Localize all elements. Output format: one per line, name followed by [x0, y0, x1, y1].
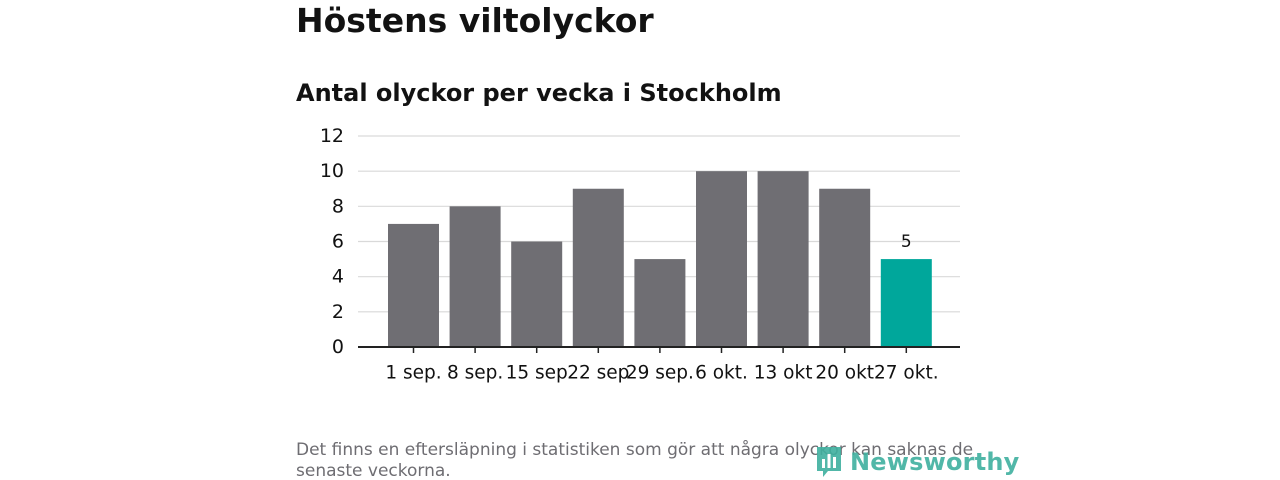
x-tick-label: 6 okt.: [695, 363, 748, 384]
bar: [572, 188, 624, 347]
x-tick-label: 20 okt: [815, 363, 874, 384]
x-tick-label: 1 sep.: [385, 363, 441, 384]
chart-footnote: Det finns en eftersläpning i statistiken…: [296, 440, 974, 480]
y-tick-label: 2: [332, 301, 344, 323]
newsworthy-logo: Newsworthy: [814, 442, 1020, 480]
bar: [388, 223, 439, 347]
x-tick-label: 8 sep.: [447, 363, 503, 384]
bar: [449, 206, 501, 347]
newsworthy-logo-icon: [817, 447, 841, 477]
bar: [634, 259, 686, 347]
x-tick-label: 15 sep: [506, 363, 568, 384]
x-tick-label: 29 sep.: [626, 363, 694, 384]
chart-title: Höstens viltolyckor: [296, 1, 654, 40]
chart-subtitle: Antal olyckor per vecka i Stockholm: [296, 79, 782, 107]
bar: [757, 171, 809, 347]
x-tick-label: 22 sep: [567, 363, 629, 384]
y-tick-label: 4: [332, 266, 344, 288]
x-tick-label: 13 okt: [754, 363, 813, 384]
bar: [696, 171, 747, 347]
bar: [511, 241, 563, 347]
y-tick-label: 10: [320, 160, 344, 182]
bar: [880, 259, 932, 347]
y-tick-label: 8: [332, 195, 344, 217]
y-tick-label: 12: [320, 125, 344, 147]
y-tick-label: 6: [332, 231, 344, 253]
y-tick-label: 0: [332, 336, 344, 358]
data-label: 5: [901, 232, 912, 252]
logo-text: Newsworthy: [850, 448, 1020, 476]
x-tick-label: 27 okt.: [874, 363, 939, 384]
bar: [819, 188, 871, 347]
